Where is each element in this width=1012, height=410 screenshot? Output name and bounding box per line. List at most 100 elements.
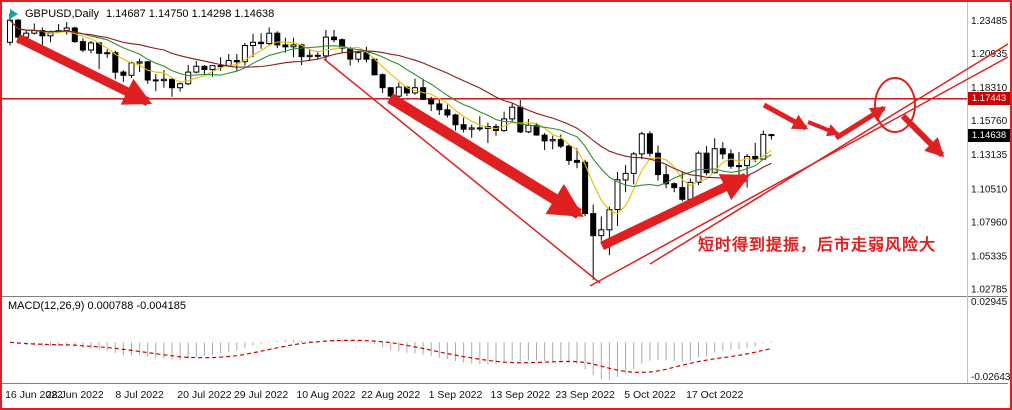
candle-bear [460, 124, 467, 130]
candle-bear [379, 74, 386, 89]
candle-bear [541, 134, 548, 142]
candle-bull [209, 65, 216, 70]
candle-bear [582, 161, 589, 215]
ma-line-sma5 [9, 19, 772, 215]
candle-bear [719, 148, 726, 155]
ma-line-sma20 [9, 19, 772, 180]
candle-bear [339, 39, 346, 49]
candle-bull [160, 78, 167, 82]
candle-bull [185, 71, 192, 85]
candle-bear [112, 52, 119, 73]
price-axis-label: 1.13135 [971, 150, 1008, 161]
price-axis-label: 1.02785 [971, 285, 1008, 296]
rejection-arrow[interactable] [900, 113, 945, 158]
candle-bear [79, 41, 86, 51]
pullback-arrow-1[interactable] [762, 102, 809, 131]
time-axis-label: 29 Jul 2022 [234, 389, 288, 401]
time-axis-label: 1 Sep 2022 [429, 389, 483, 401]
symbol-period-label: GBPUSD,Daily [25, 8, 99, 20]
candle-bear [565, 145, 572, 161]
candle-bull [63, 27, 70, 32]
candle-bear [371, 58, 378, 76]
candle-bear [646, 133, 653, 154]
candle-bull [7, 19, 13, 43]
candle-bull [549, 139, 556, 142]
ohlc-values: 1.14687 1.14750 1.14298 1.14638 [105, 8, 275, 20]
price-axis-label: 1.23485 [971, 16, 1008, 27]
candle-bull [193, 65, 200, 73]
candle-bull [306, 54, 313, 58]
macd-axis-min: -0.02643 [971, 372, 1010, 383]
pullback-arrow-2[interactable] [807, 120, 840, 137]
candle-bear [655, 152, 661, 176]
candle-bull [736, 165, 742, 168]
price-axis-label: 1.10510 [971, 184, 1008, 195]
candle-bear [169, 78, 175, 89]
candle-bear [201, 65, 208, 71]
candle-bear [233, 60, 240, 63]
candle-bear [152, 79, 159, 82]
time-axis-label: 23 Sep 2022 [555, 389, 615, 401]
descending-trendline[interactable] [323, 58, 601, 284]
recovery-arrow[interactable] [600, 172, 751, 251]
analysis-note[interactable]: 短时得到提振，后市走弱风险大 [698, 237, 937, 254]
candle-bull [88, 42, 94, 51]
candle-bear [574, 159, 580, 163]
candle-bull [630, 153, 637, 174]
candle-bear [428, 98, 435, 105]
candle-bear [444, 109, 451, 116]
time-axis-label: 22 Aug 2022 [361, 389, 420, 401]
candle-bear [282, 44, 289, 48]
candle-bull [136, 61, 143, 64]
candle-bull [355, 52, 362, 60]
candle-bear [679, 187, 686, 200]
candle-bull [241, 45, 248, 63]
time-axis-label: 10 Aug 2022 [296, 389, 355, 401]
macd-indicator-label: MACD(12,26,9) 0.000788 -0.004185 [8, 300, 186, 312]
candle-bear [476, 127, 483, 130]
candle-bear [420, 87, 427, 100]
ascending-trendline-1[interactable] [589, 56, 1009, 287]
bounce-arrow[interactable] [834, 105, 887, 141]
candle-bear [703, 152, 710, 174]
candle-bear [752, 156, 759, 160]
time-axis-label: 16 Jun 2022 [5, 389, 63, 401]
time-axis-label: 17 Oct 2022 [686, 389, 743, 401]
breakout-zone-ellipse[interactable] [874, 77, 916, 133]
time-axis-label: 20 Jul 2022 [177, 389, 231, 401]
macd-histogram [17, 339, 772, 380]
macd-signal-line [9, 339, 772, 374]
candle-bear [258, 41, 265, 45]
candle-bull [468, 127, 475, 130]
current-price-tag: 1.14638 [968, 128, 1010, 142]
downtrend-arrow-2[interactable] [387, 93, 584, 219]
candle-bull [395, 86, 402, 97]
candle-bull [217, 65, 224, 68]
candle-bull [266, 32, 273, 45]
downtrend-arrow-1[interactable] [16, 33, 153, 107]
candle-bear [71, 27, 78, 43]
resistance-price-tag: 1.17443 [968, 92, 1010, 106]
candle-bull [622, 172, 629, 181]
candle-bear [120, 71, 127, 76]
candle-bull [711, 148, 718, 174]
price-axis-label: 1.18310 [971, 83, 1008, 94]
candle-bear [590, 213, 597, 237]
candle-bear [557, 139, 564, 147]
ascending-trendline-2[interactable] [649, 43, 1009, 265]
candle-bear [533, 124, 540, 136]
price-axis-label: 1.05335 [971, 252, 1008, 263]
candlesticks [7, 13, 775, 280]
candle-bull [598, 229, 605, 237]
price-axis-label: 1.20935 [971, 49, 1008, 60]
candle-bear [663, 174, 670, 185]
macd-axis-max: 0.02945 [971, 297, 1008, 308]
candle-bear [517, 106, 524, 133]
candle-bull [104, 52, 111, 55]
candle-bull [250, 41, 256, 46]
symbol-icon [10, 9, 18, 19]
candle-bull [606, 209, 613, 231]
price-axis-label: 1.15760 [971, 116, 1008, 127]
